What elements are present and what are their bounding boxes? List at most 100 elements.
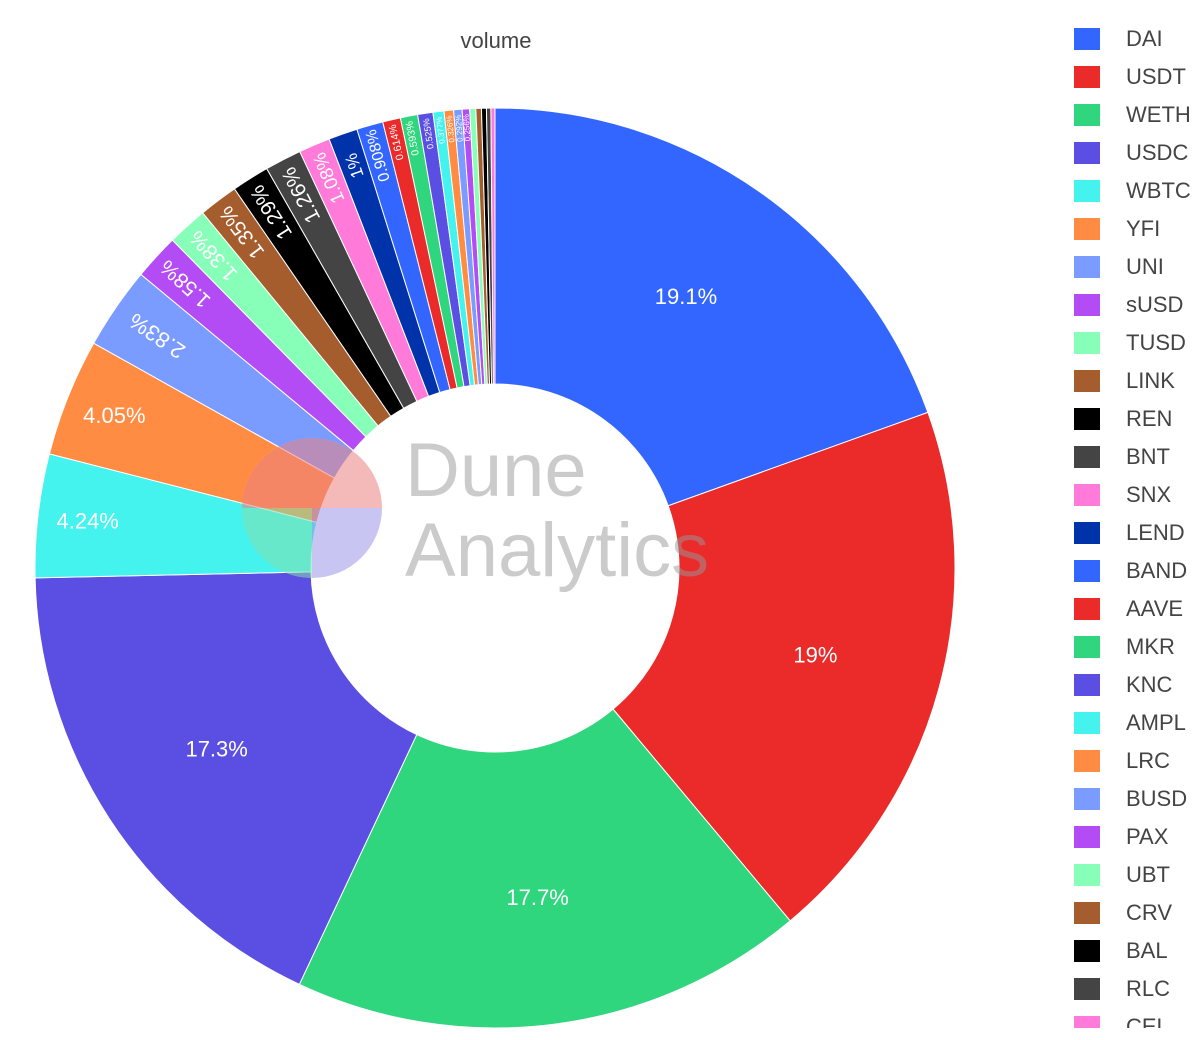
legend-item-lrc[interactable]: LRC: [1070, 742, 1170, 780]
legend-swatch: [1074, 218, 1100, 240]
slice-label-usdt: 19%: [793, 642, 837, 667]
legend-item-pax[interactable]: PAX: [1070, 818, 1168, 856]
slice-label-weth: 17.7%: [506, 885, 568, 910]
legend-swatch: [1074, 598, 1100, 620]
legend-item-yfi[interactable]: YFI: [1070, 210, 1160, 248]
legend-swatch: [1074, 750, 1100, 772]
legend-item-dai[interactable]: DAI: [1070, 20, 1163, 58]
legend-label: AMPL: [1126, 710, 1186, 735]
legend-swatch: [1074, 256, 1100, 278]
legend-swatch: [1074, 788, 1100, 810]
legend-swatch: [1074, 446, 1100, 468]
legend-swatch: [1074, 370, 1100, 392]
legend-swatch: [1074, 560, 1100, 582]
legend-label: MKR: [1126, 634, 1175, 659]
legend-swatch: [1074, 294, 1100, 316]
legend-item-bnt[interactable]: BNT: [1070, 438, 1170, 476]
slice-label-knc: 0.525%: [421, 118, 436, 150]
slice-label-usdc: 17.3%: [185, 736, 247, 761]
legend-swatch: [1074, 978, 1100, 1000]
legend-swatch: [1074, 332, 1100, 354]
legend-item-ubt[interactable]: UBT: [1070, 856, 1170, 894]
legend-label: UBT: [1126, 862, 1170, 887]
legend-item-cel[interactable]: CEL: [1070, 1008, 1169, 1028]
legend-label: USDC: [1126, 140, 1189, 165]
legend-item-snx[interactable]: SNX: [1070, 476, 1171, 514]
legend-swatch: [1074, 902, 1100, 924]
legend-item-aave[interactable]: AAVE: [1070, 590, 1183, 628]
legend-item-usdc[interactable]: USDC: [1070, 134, 1188, 172]
legend-swatch: [1074, 940, 1100, 962]
legend-item-rlc[interactable]: RLC: [1070, 970, 1170, 1008]
legend-swatch: [1074, 484, 1100, 506]
legend-label: TUSD: [1126, 330, 1186, 355]
slice-label-wbtc: 4.24%: [56, 509, 118, 534]
legend-label: USDT: [1126, 64, 1186, 89]
legend-label: UNI: [1126, 254, 1164, 279]
legend-item-ampl[interactable]: AMPL: [1070, 704, 1186, 742]
legend-label: YFI: [1126, 216, 1161, 241]
slice-label-yfi: 4.05%: [83, 403, 145, 428]
legend-item-uni[interactable]: UNI: [1070, 248, 1164, 286]
legend-swatch: [1074, 142, 1100, 164]
legend-label: BUSD: [1126, 786, 1188, 811]
legend-swatch: [1074, 636, 1100, 658]
legend-label: AAVE: [1126, 596, 1184, 621]
legend-swatch: [1074, 674, 1100, 696]
legend-label: SNX: [1126, 482, 1172, 507]
legend-item-tusd[interactable]: TUSD: [1070, 324, 1186, 362]
legend-item-ren[interactable]: REN: [1070, 400, 1172, 438]
slice-dai[interactable]: [494, 107, 929, 507]
legend-item-lend[interactable]: LEND: [1070, 514, 1185, 552]
legend-label: BAND: [1126, 558, 1188, 583]
legend-swatch: [1074, 408, 1100, 430]
legend-swatch: [1074, 864, 1100, 886]
legend-label: LINK: [1126, 368, 1175, 393]
legend-item-bal[interactable]: BAL: [1070, 932, 1168, 970]
slice-usdc[interactable]: [34, 571, 418, 986]
legend-swatch: [1074, 712, 1100, 734]
legend-item-weth[interactable]: WETH: [1070, 96, 1191, 134]
legend-item-susd[interactable]: sUSD: [1070, 286, 1183, 324]
legend-item-knc[interactable]: KNC: [1070, 666, 1172, 704]
legend-label: DAI: [1126, 26, 1163, 51]
legend-label: LEND: [1126, 520, 1185, 545]
slice-label-lrc: 0.326%: [445, 115, 457, 143]
legend-item-crv[interactable]: CRV: [1070, 894, 1172, 932]
legend-label: BNT: [1126, 444, 1170, 469]
legend-label: RLC: [1126, 976, 1171, 1001]
legend-label: WETH: [1126, 102, 1191, 127]
legend-label: KNC: [1126, 672, 1173, 697]
slice-weth[interactable]: [298, 708, 791, 1029]
legend-label: CRV: [1126, 900, 1173, 925]
legend-label: BAL: [1126, 938, 1168, 963]
slice-label-ampl: 0.377%: [435, 116, 447, 144]
legend-swatch: [1074, 66, 1100, 88]
legend-swatch: [1074, 28, 1100, 50]
legend-label: LRC: [1126, 748, 1171, 773]
legend-label: sUSD: [1126, 292, 1184, 317]
legend-swatch: [1074, 826, 1100, 848]
slice-usdt[interactable]: [612, 411, 956, 922]
chart-legend: DAI USDT WETH USDC WBTC YFI UNI sUSD TUSD LINK REN…: [1070, 20, 1204, 1028]
legend-item-busd[interactable]: BUSD: [1070, 780, 1187, 818]
legend-item-band[interactable]: BAND: [1070, 552, 1187, 590]
legend-item-mkr[interactable]: MKR: [1070, 628, 1175, 666]
legend-label: CEL: [1126, 1014, 1169, 1028]
legend-item-wbtc[interactable]: WBTC: [1070, 172, 1191, 210]
legend-item-usdt[interactable]: USDT: [1070, 58, 1186, 96]
donut-chart: 19.1%19%17.7%17.3%4.24%4.05%2.83%1.58%1.…: [34, 107, 956, 1029]
slice-label-busd: 0.292%: [454, 114, 465, 142]
slice-label-pax: 0.256%: [462, 114, 473, 142]
legend-swatch: [1074, 522, 1100, 544]
legend-label: REN: [1126, 406, 1173, 431]
legend-label: WBTC: [1126, 178, 1191, 203]
chart-title: volume: [460, 28, 532, 53]
legend-swatch: [1074, 104, 1100, 126]
legend-swatch: [1074, 180, 1100, 202]
slice-cel[interactable]: [490, 107, 496, 385]
slice-label-dai: 19.1%: [655, 284, 717, 309]
legend-label: PAX: [1126, 824, 1169, 849]
legend-swatch: [1074, 1016, 1100, 1028]
legend-item-link[interactable]: LINK: [1070, 362, 1175, 400]
